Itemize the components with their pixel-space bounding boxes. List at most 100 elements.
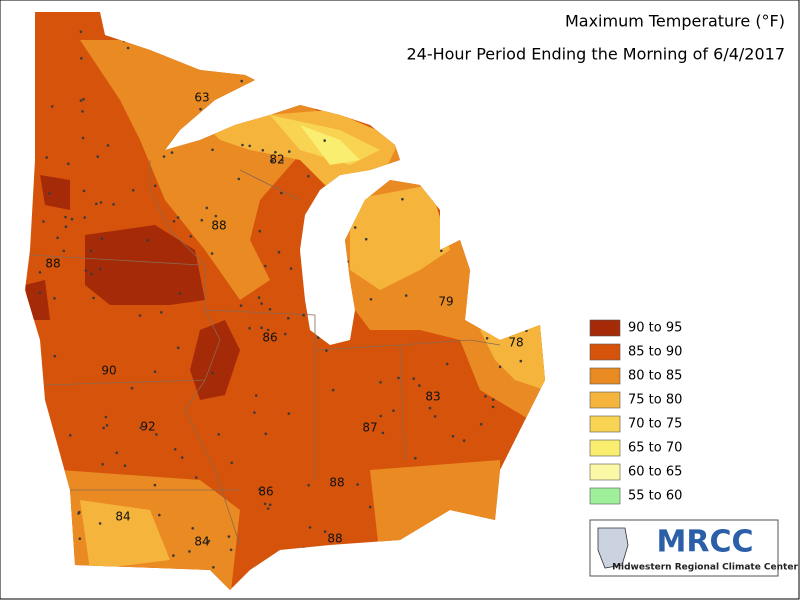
station-dot: [48, 192, 51, 195]
station-dot: [38, 271, 42, 274]
station-dot: [253, 411, 256, 414]
station-dot: [100, 237, 104, 240]
station-dot: [268, 308, 272, 311]
station-dot: [451, 434, 455, 438]
station-dot: [176, 216, 180, 219]
station-label: 88: [211, 219, 226, 233]
station-dot: [102, 426, 105, 430]
station-dot: [139, 426, 142, 430]
station-label: 83: [425, 390, 440, 404]
station-dot: [99, 201, 103, 204]
station-dot: [82, 97, 85, 101]
map-subtitle: 24-Hour Period Ending the Morning of 6/4…: [406, 45, 785, 64]
station-dot: [138, 314, 142, 317]
station-dot: [180, 456, 184, 459]
station-dot: [462, 439, 466, 442]
station-dot: [153, 370, 157, 374]
station-dot: [99, 267, 102, 271]
station-label: 84: [115, 510, 130, 524]
station-dot: [412, 377, 416, 380]
station-dot: [123, 464, 127, 468]
station-dot: [229, 548, 233, 552]
temperature-zone: [80, 500, 170, 570]
station-dot: [287, 316, 290, 320]
station-dot: [211, 148, 214, 152]
station-dot: [307, 483, 310, 487]
station-label: 79: [438, 295, 453, 309]
station-dot: [214, 214, 218, 218]
station-dot: [237, 177, 241, 181]
logo-full-name: Midwestern Regional Climate Center: [612, 563, 798, 573]
station-dot: [445, 362, 449, 366]
station-dot: [239, 304, 243, 307]
station-dot: [381, 431, 385, 435]
station-dot: [172, 220, 176, 223]
state-borders: [29, 160, 501, 546]
legend-swatch: [589, 367, 621, 385]
station-dot: [173, 448, 177, 451]
temperature-zone: [25, 280, 50, 320]
legend-label: 60 to 65: [628, 465, 682, 480]
station-dot: [227, 535, 231, 538]
station-dot: [217, 433, 220, 436]
station-dot: [69, 434, 72, 437]
station-dot: [368, 505, 372, 509]
station-dot: [126, 46, 130, 50]
station-label: 86: [258, 485, 273, 499]
station-dot: [379, 381, 382, 384]
station-dot: [241, 143, 244, 147]
station-dot: [281, 159, 284, 162]
station-dot: [289, 267, 293, 270]
station-dot: [356, 483, 359, 486]
station-dot: [210, 252, 214, 255]
station-dot: [479, 422, 483, 426]
legend-label: 90 to 95: [628, 321, 682, 336]
temperature-zone: [40, 175, 70, 210]
station-dot: [258, 229, 262, 233]
station-dot: [106, 144, 110, 147]
station-dot: [81, 110, 84, 113]
station-dot: [62, 249, 66, 253]
station-dot: [266, 328, 270, 332]
station-dot: [172, 554, 175, 557]
station-dot: [263, 502, 267, 506]
logo-map: [597, 527, 629, 569]
station-dot: [53, 354, 57, 358]
station-dot: [98, 522, 102, 525]
station-dot: [266, 507, 270, 510]
station-dot: [485, 337, 489, 340]
station-dot: [323, 530, 327, 533]
station-label: 86: [262, 331, 277, 345]
logo-name: MRCC: [657, 525, 754, 560]
station-dot: [105, 424, 109, 427]
station-dot: [38, 291, 42, 295]
station-dot: [404, 294, 408, 297]
station-dot: [205, 206, 209, 210]
station-dot: [353, 226, 357, 229]
station-dot: [418, 384, 421, 387]
station-dot: [302, 313, 305, 317]
station-dot: [248, 144, 251, 148]
station-dot: [369, 298, 373, 301]
legend: 90 to 95 85 to 90 80 to 85 75 to 80 70 to 75…: [589, 319, 682, 505]
station-dot: [146, 239, 149, 242]
station-dot: [130, 386, 134, 390]
station-dot: [491, 398, 495, 401]
station-dot: [211, 371, 214, 375]
station-dot: [307, 174, 310, 178]
station-dot: [325, 349, 328, 352]
station-dot: [260, 326, 263, 330]
station-dot: [90, 272, 93, 276]
station-dot: [271, 159, 274, 162]
station-dot: [131, 189, 135, 192]
station-label: 90: [101, 364, 116, 378]
station-label: 92: [140, 420, 155, 434]
station-label: 88: [45, 257, 60, 271]
station-dot: [248, 326, 251, 330]
station-dot: [261, 149, 265, 152]
station-dot: [53, 297, 56, 300]
station-dot: [264, 432, 268, 436]
station-dot: [104, 415, 108, 419]
station-label: 84: [194, 535, 209, 549]
